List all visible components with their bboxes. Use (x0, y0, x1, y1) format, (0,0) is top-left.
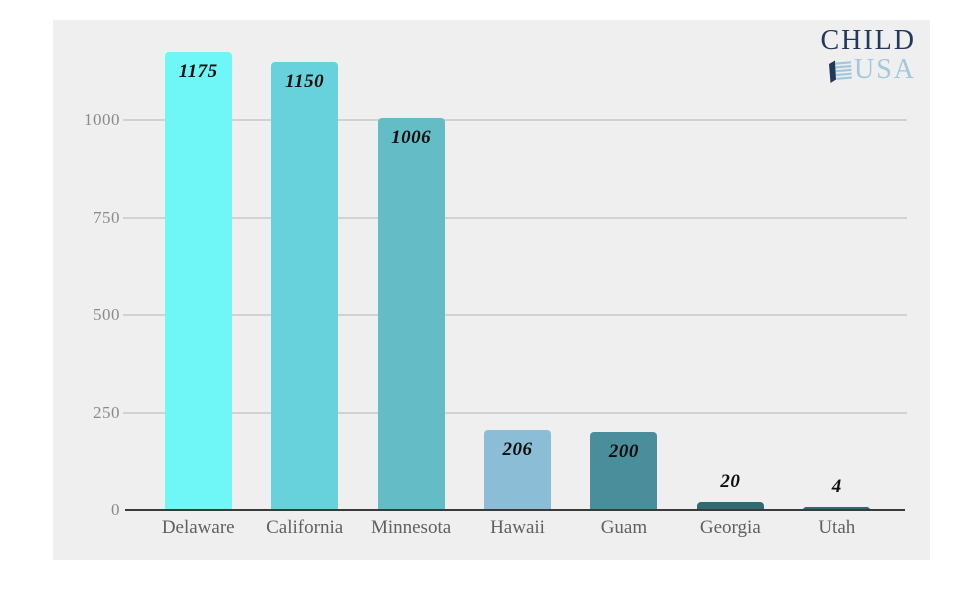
bar-value-label-georgia: 20 (720, 471, 741, 493)
logo-text-usa: USA (853, 54, 916, 85)
x-axis-line (125, 509, 905, 511)
bar-guam (590, 432, 658, 510)
bar-value-label-guam: 200 (608, 441, 639, 462)
bar-utah (803, 507, 871, 510)
flag-icon (826, 57, 854, 84)
bar-value-label-minnesota: 1006 (391, 126, 432, 148)
bar-value-label-delaware: 1175 (178, 60, 218, 82)
y-tick-label-750: 750 (93, 207, 120, 227)
bar-delaware (164, 51, 232, 510)
logo-text-child: CHILD (820, 25, 916, 56)
x-axis-label-california: California (266, 517, 344, 538)
bar-hawaii (484, 429, 551, 510)
x-axis-label-guam: Guam (600, 517, 648, 538)
x-axis-label-minnesota: Minnesota (370, 517, 452, 538)
y-tick-label-0: 0 (111, 500, 120, 519)
x-axis-label-delaware: Delaware (161, 517, 235, 538)
child-usa-logo: CHILD USA (820, 27, 916, 84)
y-tick-label-500: 500 (93, 305, 120, 324)
bar-minnesota (377, 117, 445, 510)
gridline-750 (123, 216, 907, 219)
bar-value-label-california: 1150 (285, 70, 325, 92)
gridline-500 (123, 314, 907, 316)
y-tick-label-1000: 1000 (84, 110, 120, 129)
gridline-250 (123, 411, 907, 414)
x-axis-label-hawaii: Hawaii (490, 517, 545, 538)
y-tick-label-250: 250 (93, 402, 120, 422)
bar-california (271, 61, 339, 510)
bar-georgia (696, 502, 764, 510)
bar-value-label-utah: 4 (831, 476, 842, 497)
bar-value-label-hawaii: 206 (502, 438, 533, 460)
x-axis-label-georgia: Georgia (699, 517, 761, 538)
gridline-1000 (123, 119, 907, 121)
logo-bottom-row: USA (826, 56, 916, 84)
x-axis-label-utah: Utah (818, 517, 856, 538)
